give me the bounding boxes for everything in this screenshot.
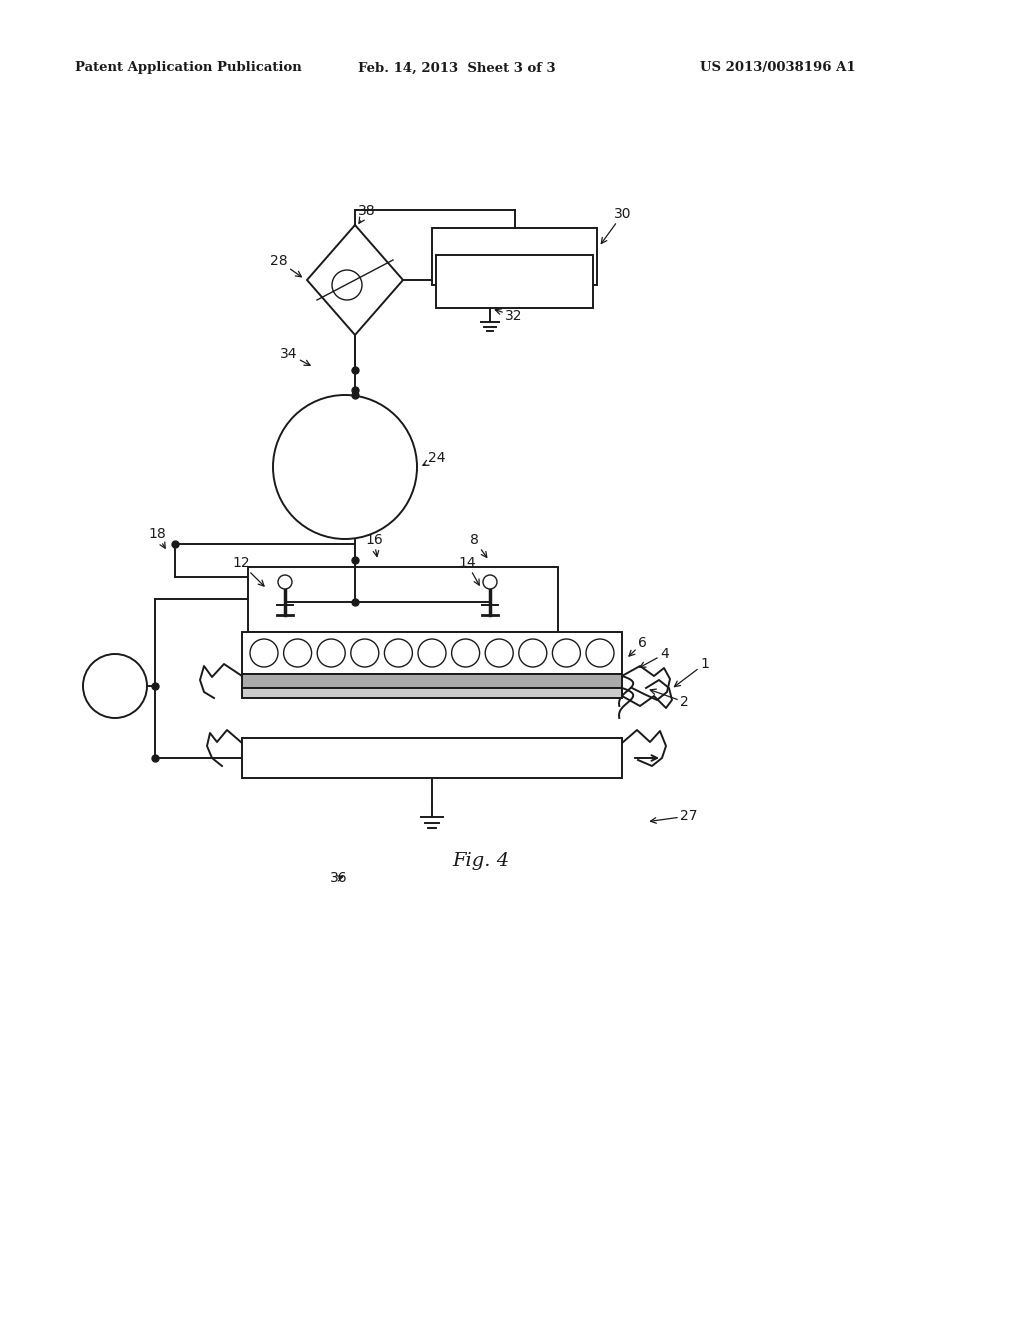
Text: 14: 14	[458, 556, 479, 585]
Text: 18: 18	[148, 527, 166, 548]
Circle shape	[351, 639, 379, 667]
Text: 32: 32	[496, 309, 522, 323]
Circle shape	[552, 639, 581, 667]
Text: Feb. 14, 2013  Sheet 3 of 3: Feb. 14, 2013 Sheet 3 of 3	[358, 62, 556, 74]
Text: 16: 16	[365, 533, 383, 557]
Circle shape	[332, 271, 362, 300]
Text: 12: 12	[232, 556, 264, 586]
Text: 27: 27	[650, 809, 697, 824]
Circle shape	[278, 576, 292, 589]
Circle shape	[83, 653, 147, 718]
Text: Fig. 4: Fig. 4	[452, 851, 509, 870]
Bar	[436, 255, 593, 308]
Text: 4: 4	[640, 647, 669, 668]
Circle shape	[317, 639, 345, 667]
Bar	[242, 632, 622, 675]
Polygon shape	[307, 224, 403, 335]
Text: 1: 1	[675, 657, 709, 686]
Circle shape	[284, 639, 311, 667]
Text: Patent Application Publication: Patent Application Publication	[75, 62, 302, 74]
Circle shape	[519, 639, 547, 667]
Text: US 2013/0038196 A1: US 2013/0038196 A1	[700, 62, 856, 74]
Text: 36: 36	[330, 871, 347, 884]
Bar	[242, 688, 622, 698]
Circle shape	[418, 639, 446, 667]
Circle shape	[452, 639, 479, 667]
Circle shape	[485, 639, 513, 667]
Bar	[242, 738, 622, 777]
Text: 38: 38	[358, 205, 376, 223]
Text: 34: 34	[280, 347, 310, 366]
Circle shape	[586, 639, 614, 667]
Circle shape	[483, 576, 497, 589]
Text: 24: 24	[423, 451, 445, 466]
Text: 30: 30	[601, 207, 632, 243]
Text: 8: 8	[470, 533, 486, 557]
Text: 28: 28	[270, 253, 301, 277]
Bar	[242, 675, 622, 688]
Circle shape	[250, 639, 278, 667]
Bar	[248, 568, 558, 632]
Bar	[432, 228, 597, 285]
Text: HT: HT	[105, 680, 125, 693]
Text: 6: 6	[629, 636, 647, 656]
Circle shape	[384, 639, 413, 667]
Text: 2: 2	[650, 689, 689, 709]
Circle shape	[273, 395, 417, 539]
